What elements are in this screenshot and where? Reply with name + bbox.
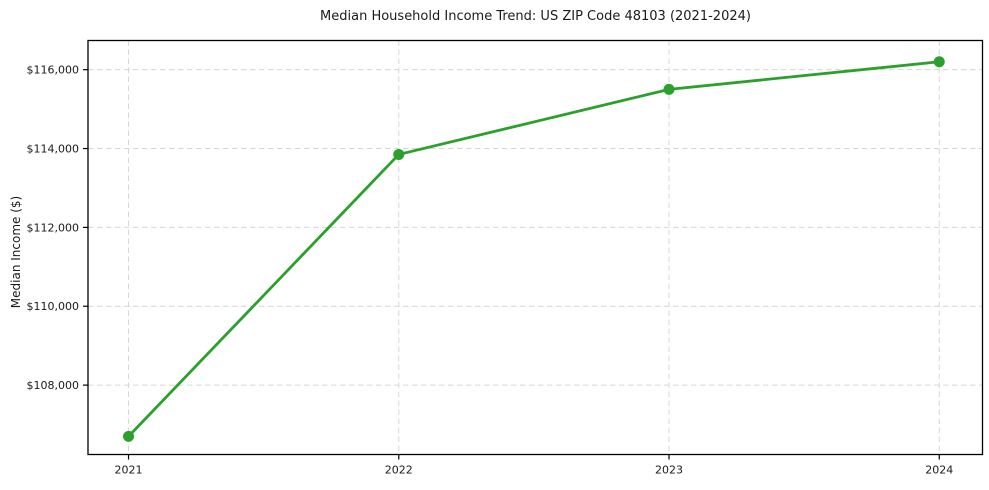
y-tick-label: $110,000 bbox=[27, 300, 80, 313]
y-tick-label: $114,000 bbox=[27, 143, 80, 156]
data-point-2022 bbox=[393, 148, 405, 160]
x-tick-label: 2022 bbox=[385, 464, 413, 477]
trend-line bbox=[127, 60, 941, 438]
y-axis-label-text: Median Income ($) bbox=[9, 195, 23, 309]
chart-title: Median Household Income Trend: US ZIP Co… bbox=[320, 9, 751, 24]
data-point-2024 bbox=[933, 56, 945, 68]
x-tick-label: 2024 bbox=[925, 464, 953, 477]
x-tick-label: 2023 bbox=[655, 464, 683, 477]
data-point-2021 bbox=[123, 430, 135, 442]
data-point-2023 bbox=[663, 83, 675, 95]
y-tick-label: $112,000 bbox=[27, 221, 80, 234]
plot-border bbox=[87, 39, 984, 456]
y-tick-label: $116,000 bbox=[27, 64, 80, 77]
x-tick-label: 2021 bbox=[115, 464, 143, 477]
y-tick-label: $108,000 bbox=[27, 379, 80, 392]
